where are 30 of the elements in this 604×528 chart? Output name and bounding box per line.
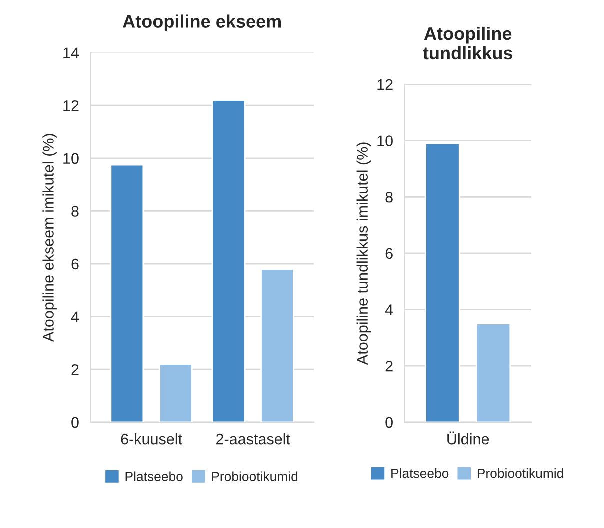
legend-label: Platseebo — [126, 472, 183, 482]
y-tick-label: 6 — [386, 248, 393, 260]
y-axis-title: Atoopiline tundlikkus imikutel (%) — [356, 142, 372, 366]
y-tick-label: 0 — [72, 417, 79, 428]
y-tick-label: 4 — [71, 312, 80, 322]
y-tick-label: 8 — [386, 192, 393, 203]
legend-label: Platseebo — [392, 468, 449, 478]
legend-label: Probiootikumid — [478, 468, 564, 478]
y-tick-label: 4 — [385, 304, 394, 316]
y-tick-label: 8 — [72, 206, 79, 217]
y-tick-label: 12 — [64, 100, 79, 112]
y-tick-label: 6 — [72, 258, 79, 270]
bar — [158, 364, 193, 422]
y-tick-label: 10 — [64, 153, 79, 164]
y-tick-label: 10 — [378, 136, 393, 146]
x-tick-label: 2-aastaselt — [216, 434, 290, 445]
legend-label: Probiootikumid — [212, 472, 298, 482]
chart-title: Atoopiline ekseem — [123, 14, 281, 32]
bar — [110, 164, 144, 422]
bar — [260, 268, 294, 422]
x-tick-label: 6-kuuselt — [121, 434, 182, 445]
y-tick-label: 0 — [386, 417, 393, 428]
chart-title: Atoopiline tundlikkus — [423, 26, 513, 60]
y-tick-label: 2 — [386, 360, 393, 372]
bar — [212, 100, 246, 422]
y-tick-label: 2 — [72, 364, 79, 376]
y-tick-label: 14 — [64, 48, 80, 58]
y-tick-label: 12 — [378, 79, 393, 90]
x-tick-label: Üldine — [448, 432, 490, 445]
y-axis-title: Atoopiline ekseem imikutel (%) — [42, 134, 57, 342]
